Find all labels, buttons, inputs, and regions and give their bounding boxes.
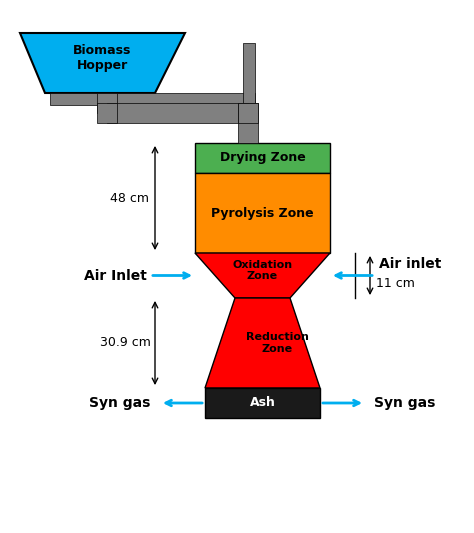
Text: Reduction
Zone: Reduction Zone (246, 332, 309, 354)
Bar (238, 103, 258, 123)
Text: Syn gas: Syn gas (89, 396, 151, 410)
Polygon shape (205, 298, 320, 388)
Bar (243, 43, 255, 105)
Bar (195, 143, 330, 173)
Text: Syn gas: Syn gas (374, 396, 436, 410)
Bar (205, 388, 320, 418)
Polygon shape (195, 253, 330, 298)
Text: Air inlet: Air inlet (379, 256, 441, 271)
Polygon shape (20, 33, 185, 93)
Text: 30.9 cm: 30.9 cm (100, 336, 150, 350)
Text: 48 cm: 48 cm (110, 191, 149, 205)
Bar (107, 103, 248, 123)
Text: Biomass
Hopper: Biomass Hopper (73, 44, 132, 72)
Text: Air Inlet: Air Inlet (83, 269, 146, 282)
Bar (50, 93, 255, 105)
Bar (97, 103, 117, 123)
Text: Drying Zone: Drying Zone (219, 151, 305, 165)
Bar (97, 93, 117, 113)
Text: Ash: Ash (250, 397, 275, 409)
Text: Oxidation
Zone: Oxidation Zone (232, 260, 292, 281)
Text: 11 cm: 11 cm (375, 277, 414, 290)
Bar (195, 173, 330, 253)
Bar (238, 103, 258, 143)
Text: Pyrolysis Zone: Pyrolysis Zone (211, 206, 314, 220)
